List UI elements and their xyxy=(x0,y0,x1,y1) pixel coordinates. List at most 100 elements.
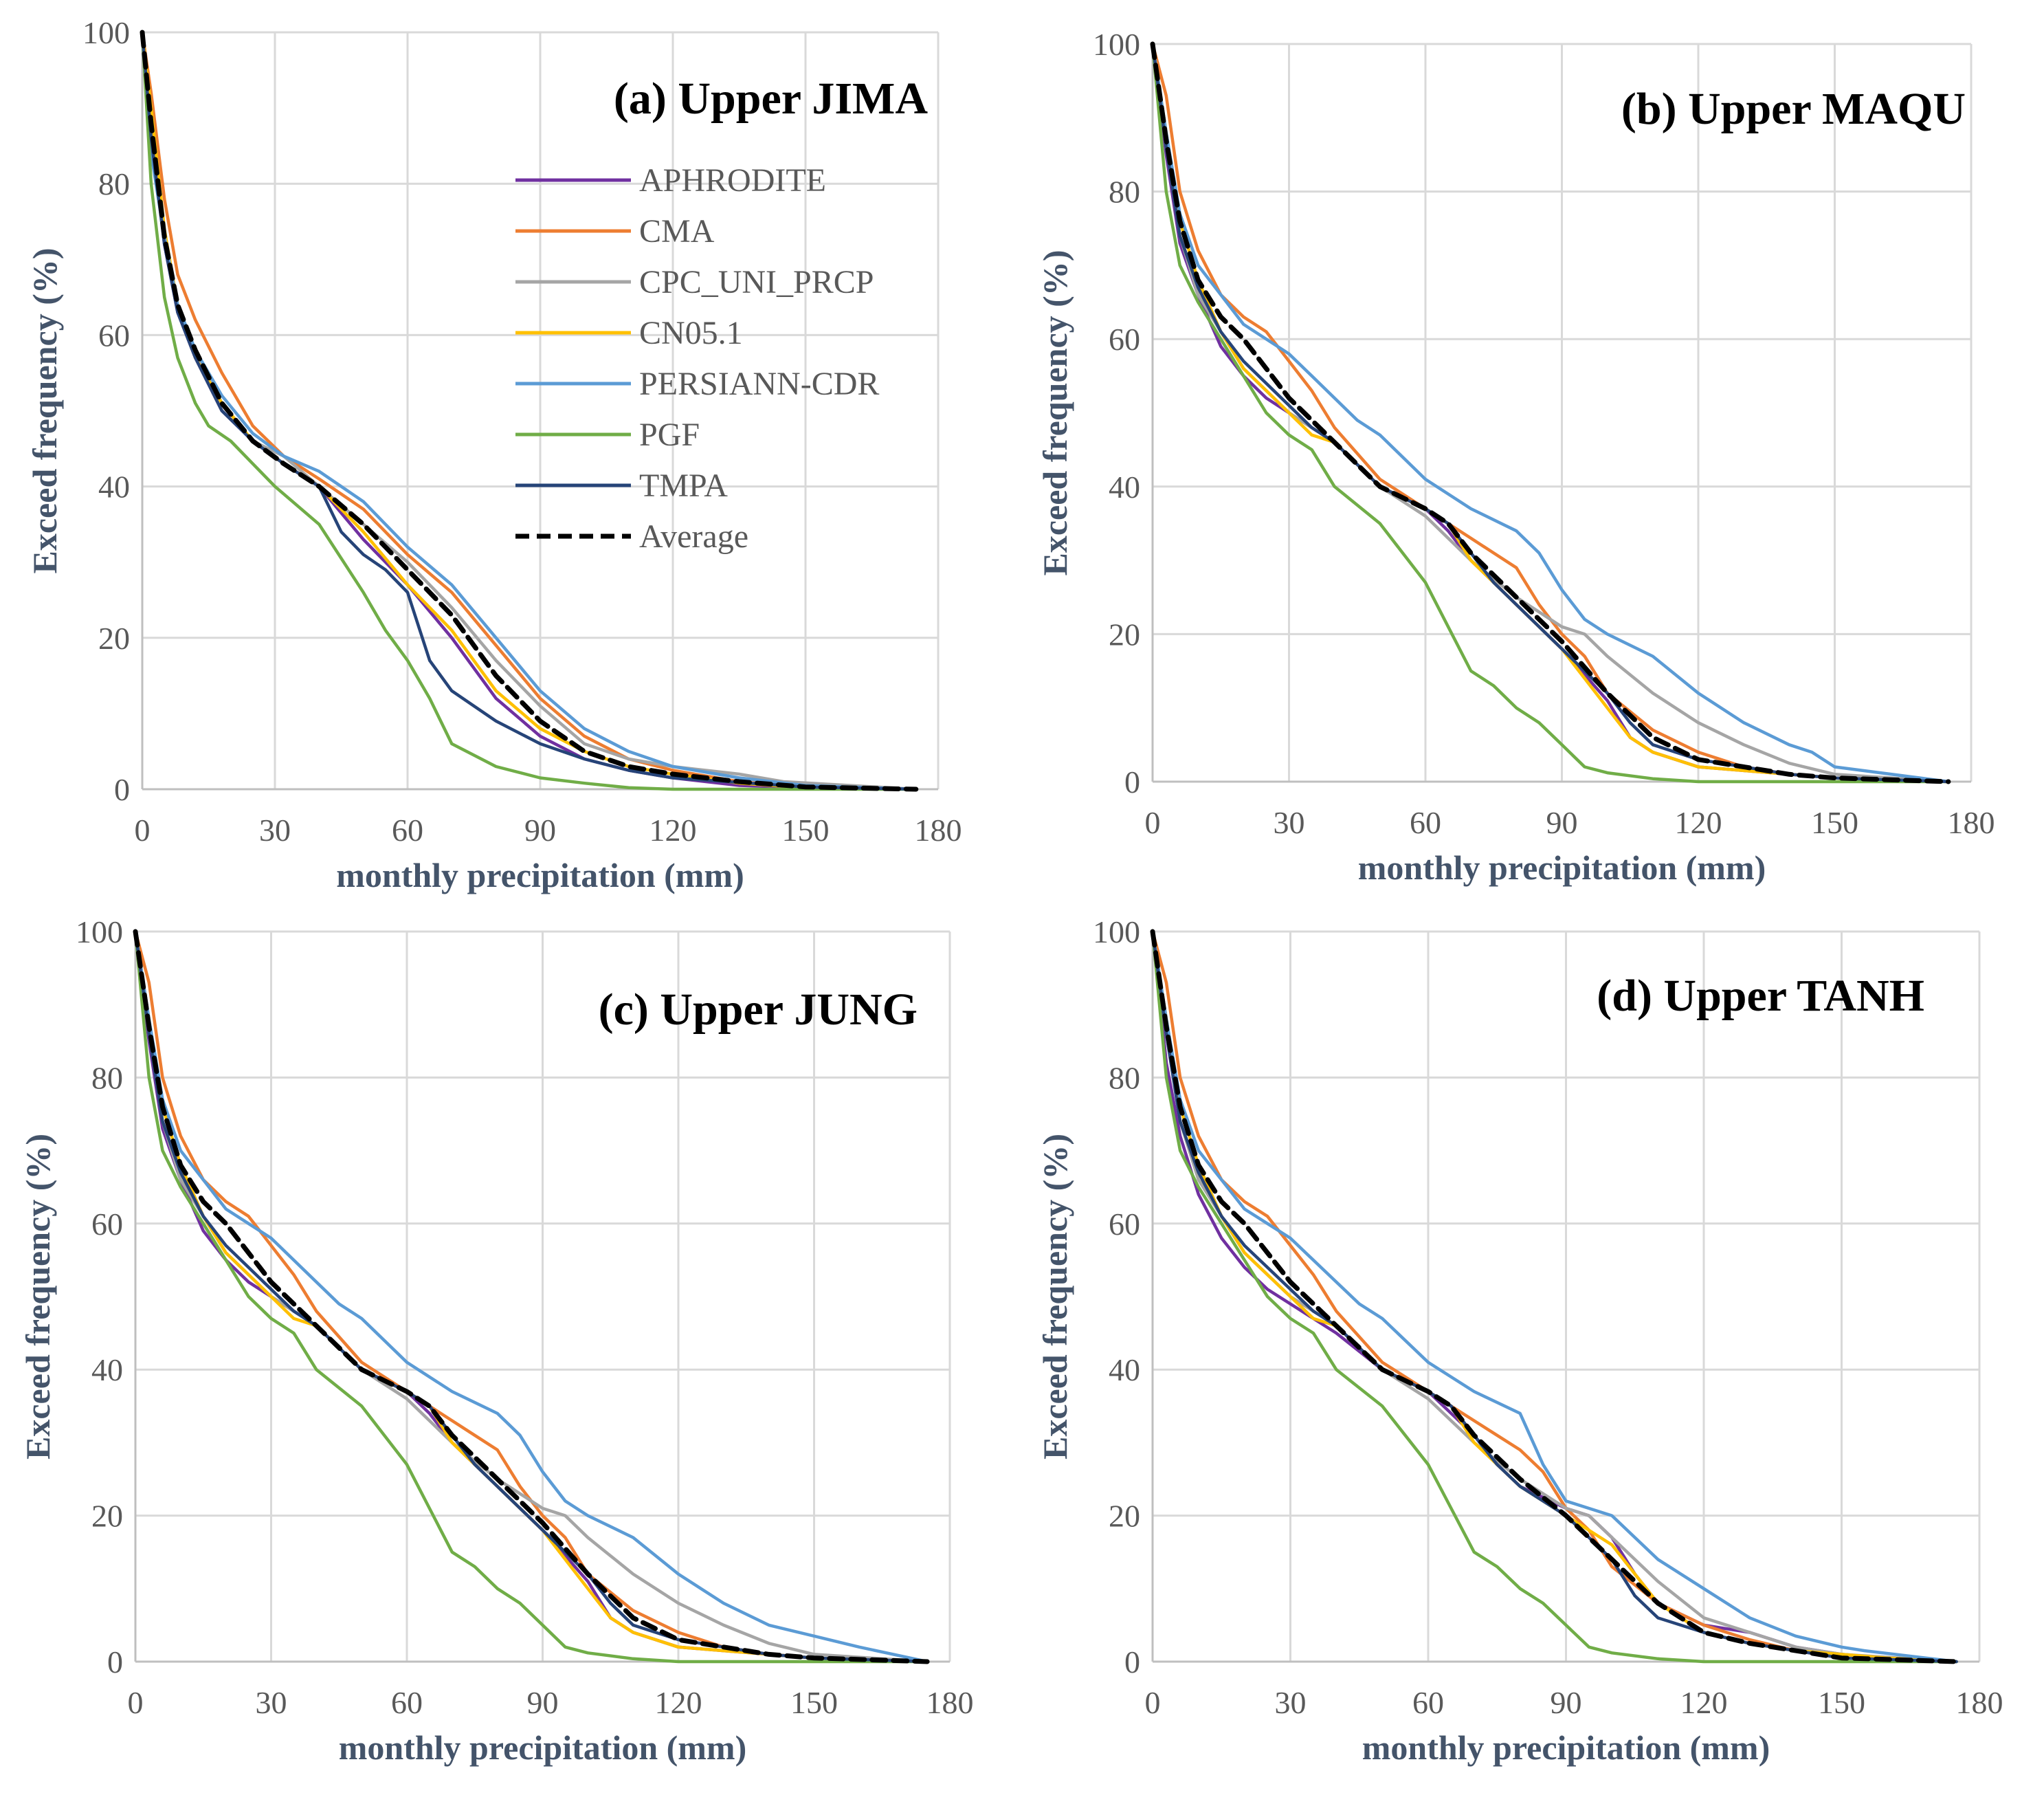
series-line-average xyxy=(133,929,930,1664)
series-line-pgf xyxy=(133,929,929,1664)
legend-label-persiann-cdr: PERSIANN-CDR xyxy=(639,366,879,402)
legend-label-aphrodite: APHRODITE xyxy=(639,162,826,199)
x-tick-label: 180 xyxy=(926,1685,974,1720)
x-axis-title: monthly precipitation (mm) xyxy=(339,1728,746,1767)
y-tick-label: 100 xyxy=(1093,27,1140,62)
panel-title: (d) Upper TANH xyxy=(1597,971,1924,1021)
y-axis-title: Exceed frequency (%) xyxy=(25,248,64,574)
y-tick-label: 0 xyxy=(1124,1644,1140,1680)
y-axis-title: Exceed frequency (%) xyxy=(19,1134,57,1460)
series-line-cpc-uni-prcp xyxy=(1151,929,1958,1664)
series-line-tmpa xyxy=(140,30,918,791)
x-tick-label: 150 xyxy=(1811,805,1858,840)
series-line-cn05-1 xyxy=(1151,42,1951,784)
panel-title: (b) Upper MAQU xyxy=(1621,84,1966,134)
y-axis-title: Exceed frequency (%) xyxy=(1036,1134,1074,1460)
legend-label-average: Average xyxy=(639,518,748,555)
panel-title: (a) Upper JIMA xyxy=(614,74,928,124)
series-line-cma xyxy=(133,929,929,1664)
y-tick-label: 40 xyxy=(91,1352,123,1387)
series-line-tmpa xyxy=(1151,929,1958,1664)
y-tick-label: 100 xyxy=(82,15,130,50)
y-axis-title: Exceed frequency (%) xyxy=(1036,250,1074,576)
series-line-cpc-uni-prcp xyxy=(1151,42,1951,784)
x-axis-title: monthly precipitation (mm) xyxy=(1362,1728,1770,1767)
panel-title: (c) Upper JUNG xyxy=(599,984,918,1035)
series-line-cpc-uni-prcp xyxy=(133,929,929,1664)
x-tick-label: 0 xyxy=(1145,805,1161,840)
x-tick-label: 30 xyxy=(259,813,291,848)
legend-label-cpc-uni-prcp: CPC_UNI_PRCP xyxy=(639,264,874,300)
series-line-persiann-cdr xyxy=(1151,929,1958,1664)
y-tick-label: 20 xyxy=(1109,1499,1140,1534)
series-line-persiann-cdr xyxy=(1151,42,1951,784)
x-tick-label: 30 xyxy=(1275,1685,1307,1720)
y-tick-label: 0 xyxy=(1124,764,1140,800)
y-tick-label: 0 xyxy=(107,1644,123,1680)
y-tick-label: 40 xyxy=(98,470,130,505)
y-tick-label: 20 xyxy=(91,1499,123,1534)
x-tick-label: 180 xyxy=(915,813,962,848)
series-line-pgf xyxy=(1151,929,1958,1664)
series-line-tmpa xyxy=(133,929,929,1664)
series-line-persiann-cdr xyxy=(140,30,918,791)
x-tick-label: 150 xyxy=(782,813,830,848)
legend-label-cma: CMA xyxy=(639,213,715,250)
legend-label-tmpa: TMPA xyxy=(639,467,728,504)
chart-panel-3: 0 20 40 60 80 100 0 30 60 90 120 150 180 monthly prec… xyxy=(19,914,974,1767)
x-tick-label: 120 xyxy=(1675,805,1722,840)
x-tick-label: 120 xyxy=(1680,1685,1728,1720)
series-line-average xyxy=(140,30,919,792)
y-tick-label: 80 xyxy=(1109,1060,1140,1095)
x-tick-label: 90 xyxy=(1546,805,1578,840)
series-line-cn05-1 xyxy=(1151,929,1958,1664)
series-line-persiann-cdr xyxy=(133,929,929,1664)
x-tick-label: 90 xyxy=(527,1685,559,1720)
series-line-average xyxy=(1150,41,1951,784)
y-tick-label: 80 xyxy=(98,166,130,201)
y-tick-label: 60 xyxy=(1109,1207,1140,1242)
x-tick-label: 0 xyxy=(128,1685,144,1720)
series-line-pgf xyxy=(140,30,918,791)
chart-panel-4: 0 20 40 60 80 100 0 30 60 90 120 150 180 monthly prec… xyxy=(1036,914,2003,1767)
series-line-tmpa xyxy=(1151,42,1951,784)
x-tick-label: 150 xyxy=(1818,1685,1865,1720)
series-line-aphrodite xyxy=(133,929,929,1664)
y-tick-label: 80 xyxy=(91,1060,123,1095)
x-tick-label: 60 xyxy=(392,813,423,848)
legend-label-pgf: PGF xyxy=(639,417,700,453)
legend: APHRODITE CMA CPC_UNI_PRCP CN05.1 PERSIANN-C… xyxy=(515,162,879,555)
y-tick-label: 40 xyxy=(1109,470,1140,505)
series-line-average xyxy=(1150,929,1959,1664)
x-tick-label: 30 xyxy=(1274,805,1305,840)
x-tick-label: 180 xyxy=(1948,805,1995,840)
series-line-cma xyxy=(140,30,918,791)
series-line-cma xyxy=(1151,929,1958,1664)
chart-panel-1: 0 20 40 60 80 100 0 30 60 90 120 150 180 monthly prec… xyxy=(25,15,962,894)
x-tick-label: 180 xyxy=(1956,1685,2003,1720)
x-axis-title: monthly precipitation (mm) xyxy=(1358,848,1766,887)
y-tick-label: 60 xyxy=(1109,322,1140,357)
y-tick-label: 40 xyxy=(1109,1352,1140,1387)
x-tick-label: 120 xyxy=(655,1685,702,1720)
x-tick-label: 60 xyxy=(391,1685,423,1720)
x-tick-label: 90 xyxy=(524,813,556,848)
x-tick-label: 0 xyxy=(1145,1685,1161,1720)
x-tick-label: 120 xyxy=(649,813,697,848)
y-tick-label: 20 xyxy=(98,621,130,656)
y-tick-label: 60 xyxy=(91,1207,123,1242)
y-tick-label: 0 xyxy=(114,772,130,807)
y-tick-label: 100 xyxy=(1093,914,1140,949)
series-line-pgf xyxy=(1151,42,1951,784)
series-line-aphrodite xyxy=(1151,929,1958,1664)
x-tick-label: 0 xyxy=(135,813,151,848)
y-tick-label: 20 xyxy=(1109,617,1140,652)
x-axis-title: monthly precipitation (mm) xyxy=(336,856,744,894)
x-tick-label: 150 xyxy=(790,1685,838,1720)
x-tick-label: 60 xyxy=(1412,1685,1444,1720)
series-line-cma xyxy=(1151,42,1951,784)
series-line-aphrodite xyxy=(1151,42,1951,784)
chart-panel-2: 0 20 40 60 80 100 0 30 60 90 120 150 180 monthly prec… xyxy=(1036,27,1995,887)
x-tick-label: 30 xyxy=(256,1685,287,1720)
